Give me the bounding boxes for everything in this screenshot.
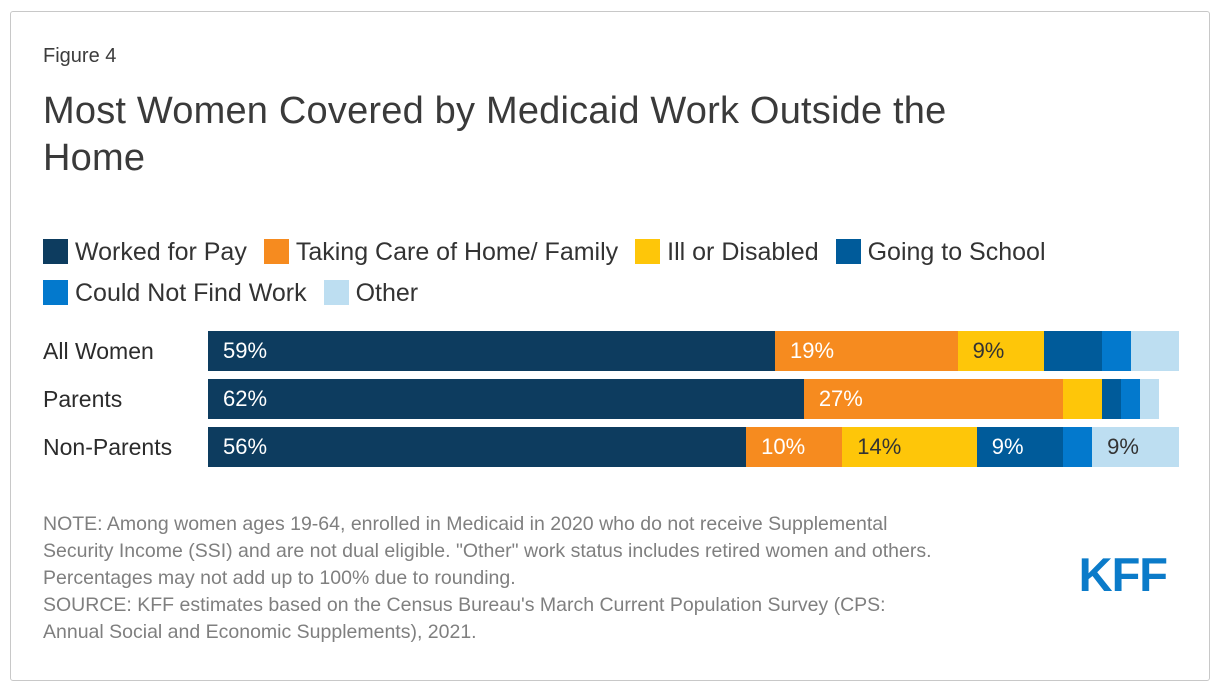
bar-segment-could-not-find-work [1120,379,1141,419]
segment-value-label: 62% [223,386,268,411]
category-label: Parents [43,385,123,412]
legend-label: Worked for Pay [75,238,247,266]
segment-value-label: 10% [761,434,806,459]
chart-title: Most Women Covered by Medicaid Work Outs… [43,90,947,179]
segment-value-label: 9% [1107,434,1139,459]
legend-label: Going to School [867,238,1046,266]
bar-segment-taking-care-of-home-family: 19% [774,331,958,371]
bar-segment-going-to-school: 9% [976,427,1064,467]
legend-swatch-icon [43,280,68,305]
bar-segment-ill-or-disabled [1063,379,1102,419]
segment-value-label: 27% [818,386,863,411]
stacked-bar: 59% 19% 9% [208,331,1179,371]
legend-label: Ill or Disabled [667,238,819,266]
legend-label: Could Not Find Work [75,279,307,307]
bar-segment-ill-or-disabled: 9% [957,331,1045,371]
bar-segment-going-to-school [1101,379,1121,419]
note-line: NOTE: Among women ages 19-64, enrolled i… [43,513,888,535]
legend-item-going-to-school: Going to School [835,238,1046,266]
bar-segment-worked-for-pay: 59% [208,331,775,371]
legend-swatch-icon [263,239,289,264]
bar-segment-could-not-find-work [1101,331,1131,371]
legend-label: Other [355,279,419,307]
note-line: SOURCE: KFF estimates based on the Censu… [43,594,886,616]
legend-swatch-icon [835,239,861,264]
legend-label: Taking Care of Home/ Family [295,238,619,266]
bar-segment-worked-for-pay: 62% [208,379,804,419]
legend-swatch-icon [43,239,68,264]
legend-item-taking-care-of-home-family: Taking Care of Home/ Family [263,238,619,266]
legend-swatch-icon [323,280,349,305]
legend-item-could-not-find-work: Could Not Find Work [43,279,307,307]
segment-value-label: 59% [223,338,268,363]
bar-segment-taking-care-of-home-family: 10% [746,427,843,467]
chart-row-parents: Parents 62% 27% [43,379,1183,419]
chart-rows: All Women 59% 19% 9% Parents 62% 27% Non-Parent… [43,331,1183,475]
segment-value-label: 56% [223,434,268,459]
stacked-bar: 56% 10% 14% 9% 9% [208,427,1179,467]
bar-segment-other [1130,331,1179,371]
bar-segment-worked-for-pay: 56% [208,427,747,467]
segment-value-label: 14% [857,434,902,459]
category-label: All Women [43,337,154,364]
chart-row-all-women: All Women 59% 19% 9% [43,331,1183,371]
bar-segment-ill-or-disabled: 14% [842,427,977,467]
legend: Worked for Pay Taking Care of Home/ Famil… [43,232,1073,314]
note-source-text: NOTE: Among women ages 19-64, enrolled i… [43,511,932,646]
note-line: Security Income (SSI) and are not dual e… [43,540,932,562]
chart-row-non-parents: Non-Parents 56% 10% 14% 9% 9% [43,427,1183,467]
note-line: Annual Social and Economic Supplements),… [43,621,477,643]
figure-card: Figure 4 Most Women Covered by Medicaid … [10,11,1210,681]
segment-value-label: 9% [972,338,1005,363]
bar-segment-other [1140,379,1160,419]
segment-value-label: 9% [991,434,1024,459]
segment-value-label: 19% [789,338,835,363]
kff-logo: KFF [1078,548,1168,601]
bar-segment-other: 9% [1092,427,1179,467]
bar-segment-taking-care-of-home-family: 27% [803,379,1064,419]
legend-item-other: Other [323,279,419,307]
figure-number: Figure 4 [43,45,117,67]
note-line: Percentages may not add up to 100% due t… [43,567,516,589]
legend-item-worked-for-pay: Worked for Pay [43,238,247,266]
legend-item-ill-or-disabled: Ill or Disabled [635,238,819,266]
bar-segment-could-not-find-work [1063,427,1093,467]
legend-swatch-icon [635,239,661,264]
category-label: Non-Parents [43,433,173,460]
stacked-bar: 62% 27% [208,379,1160,419]
bar-segment-going-to-school [1044,331,1102,371]
